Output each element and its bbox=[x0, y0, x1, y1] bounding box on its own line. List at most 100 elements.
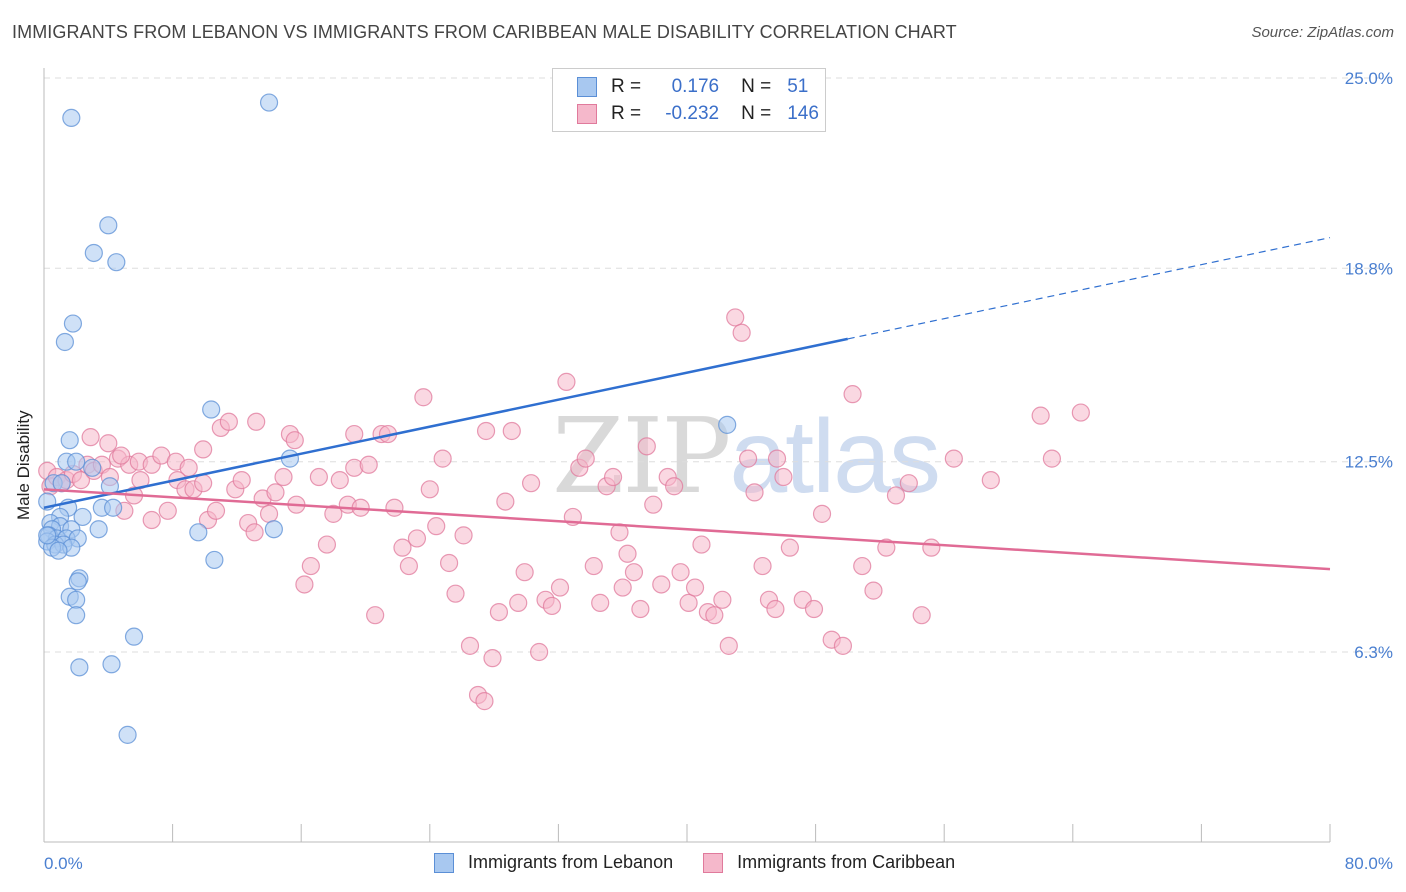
lebanon-point bbox=[718, 415, 737, 434]
lebanon-point bbox=[49, 541, 68, 560]
caribbean-point bbox=[496, 492, 515, 511]
lebanon-point bbox=[99, 216, 118, 235]
lebanon-point bbox=[89, 520, 108, 539]
caribbean-point bbox=[550, 578, 570, 597]
caribbean-point bbox=[502, 421, 521, 441]
caribbean-point bbox=[259, 504, 279, 523]
y-tick-label: 6.3% bbox=[1354, 643, 1393, 662]
legend-r-label: R = bbox=[611, 103, 642, 124]
lebanon-point bbox=[68, 572, 87, 591]
lebanon-point bbox=[124, 627, 144, 646]
caribbean-point bbox=[99, 434, 118, 453]
caribbean-point bbox=[557, 372, 576, 391]
caribbean-point bbox=[618, 544, 637, 563]
legend-item-lebanon[interactable]: Immigrants from Lebanon bbox=[434, 852, 673, 873]
y-tick-label: 18.8% bbox=[1345, 259, 1393, 278]
caribbean-point bbox=[427, 517, 446, 536]
caribbean-point bbox=[613, 578, 632, 597]
caribbean-point bbox=[665, 477, 684, 496]
y-tick-label: 12.5% bbox=[1345, 453, 1393, 472]
lebanon-point bbox=[189, 523, 208, 542]
legend-n-value-lebanon: 51 bbox=[787, 76, 809, 97]
caribbean-point bbox=[420, 480, 439, 499]
caribbean-point bbox=[624, 563, 644, 582]
caribbean-point bbox=[285, 431, 304, 450]
lebanon-point bbox=[104, 498, 123, 517]
caribbean-point bbox=[345, 424, 364, 444]
caribbean-point bbox=[194, 440, 213, 459]
watermark-atlas: atlas bbox=[729, 399, 941, 515]
caribbean-point bbox=[274, 467, 293, 487]
caribbean-point bbox=[576, 449, 595, 468]
caribbean-point bbox=[530, 642, 549, 662]
legend-label-lebanon: Immigrants from Lebanon bbox=[468, 852, 674, 872]
caribbean-point bbox=[944, 449, 963, 468]
caribbean-point bbox=[719, 636, 738, 655]
caribbean-point bbox=[679, 593, 698, 612]
lebanon-trend-extension bbox=[847, 237, 1331, 340]
lebanon-point bbox=[63, 314, 83, 333]
caribbean-point bbox=[644, 495, 663, 514]
caribbean-point bbox=[476, 421, 496, 441]
caribbean-point bbox=[767, 449, 787, 468]
legend-r-value-lebanon: 0.176 bbox=[671, 76, 720, 97]
caribbean-point bbox=[194, 474, 213, 493]
lebanon-point bbox=[118, 725, 137, 744]
lebanon-point bbox=[55, 332, 74, 352]
caribbean-point bbox=[631, 599, 650, 619]
caribbean-point bbox=[877, 538, 896, 557]
caribbean-point bbox=[652, 575, 671, 594]
x-tick-label-min: 0.0% bbox=[44, 854, 83, 873]
caribbean-point bbox=[112, 446, 131, 465]
lebanon-point bbox=[107, 253, 126, 272]
lebanon-point bbox=[67, 590, 86, 609]
legend-r-label: R = bbox=[611, 76, 642, 97]
caribbean-point bbox=[515, 563, 534, 582]
legend-r-value-caribbean: -0.232 bbox=[665, 103, 720, 124]
caribbean-point bbox=[542, 596, 562, 616]
lebanon-point bbox=[280, 449, 300, 468]
lebanon-point bbox=[102, 655, 121, 674]
caribbean-point bbox=[433, 449, 452, 468]
legend-swatch-caribbean bbox=[577, 104, 597, 124]
caribbean-point bbox=[745, 483, 764, 502]
legend-item-caribbean[interactable]: Immigrants from Caribbean bbox=[703, 852, 955, 873]
series-legend: Immigrants from Lebanon Immigrants from … bbox=[434, 852, 985, 873]
caribbean-point bbox=[685, 578, 705, 597]
caribbean-point bbox=[922, 538, 941, 557]
caribbean-point bbox=[692, 535, 711, 554]
legend-row-lebanon: R = 0.176 N = 51 bbox=[577, 75, 808, 99]
caribbean-point bbox=[232, 471, 251, 490]
caribbean-point bbox=[774, 467, 793, 487]
caribbean-point bbox=[591, 593, 610, 612]
caribbean-point bbox=[309, 467, 328, 487]
caribbean-point bbox=[912, 606, 931, 625]
lebanon-point bbox=[259, 93, 279, 112]
lebanon-point bbox=[264, 520, 283, 539]
legend-n-value-caribbean: 146 bbox=[787, 103, 819, 124]
lebanon-point bbox=[73, 507, 92, 527]
caribbean-point bbox=[489, 602, 509, 622]
caribbean-point bbox=[1042, 449, 1062, 468]
caribbean-point bbox=[853, 556, 872, 576]
lebanon-point bbox=[70, 658, 89, 677]
lebanon-trend-line bbox=[43, 337, 849, 509]
chart-title: IMMIGRANTS FROM LEBANON VS IMMIGRANTS FR… bbox=[12, 22, 957, 42]
caribbean-point bbox=[414, 388, 433, 407]
caribbean-point bbox=[206, 501, 226, 520]
caribbean-point bbox=[247, 412, 266, 431]
caribbean-point bbox=[475, 692, 494, 711]
caribbean-point bbox=[812, 504, 832, 523]
caribbean-point bbox=[366, 606, 385, 625]
x-tick-label-max: 80.0% bbox=[1345, 854, 1393, 873]
caribbean-point bbox=[81, 428, 100, 447]
legend-label-caribbean: Immigrants from Caribbean bbox=[737, 852, 956, 872]
caribbean-point bbox=[245, 523, 264, 542]
caribbean-point bbox=[584, 556, 603, 576]
caribbean-point bbox=[454, 526, 473, 545]
caribbean-point bbox=[521, 474, 541, 493]
caribbean-point bbox=[981, 471, 1000, 490]
lebanon-point bbox=[52, 474, 71, 493]
caribbean-point bbox=[324, 504, 343, 523]
lebanon-point bbox=[84, 243, 103, 263]
